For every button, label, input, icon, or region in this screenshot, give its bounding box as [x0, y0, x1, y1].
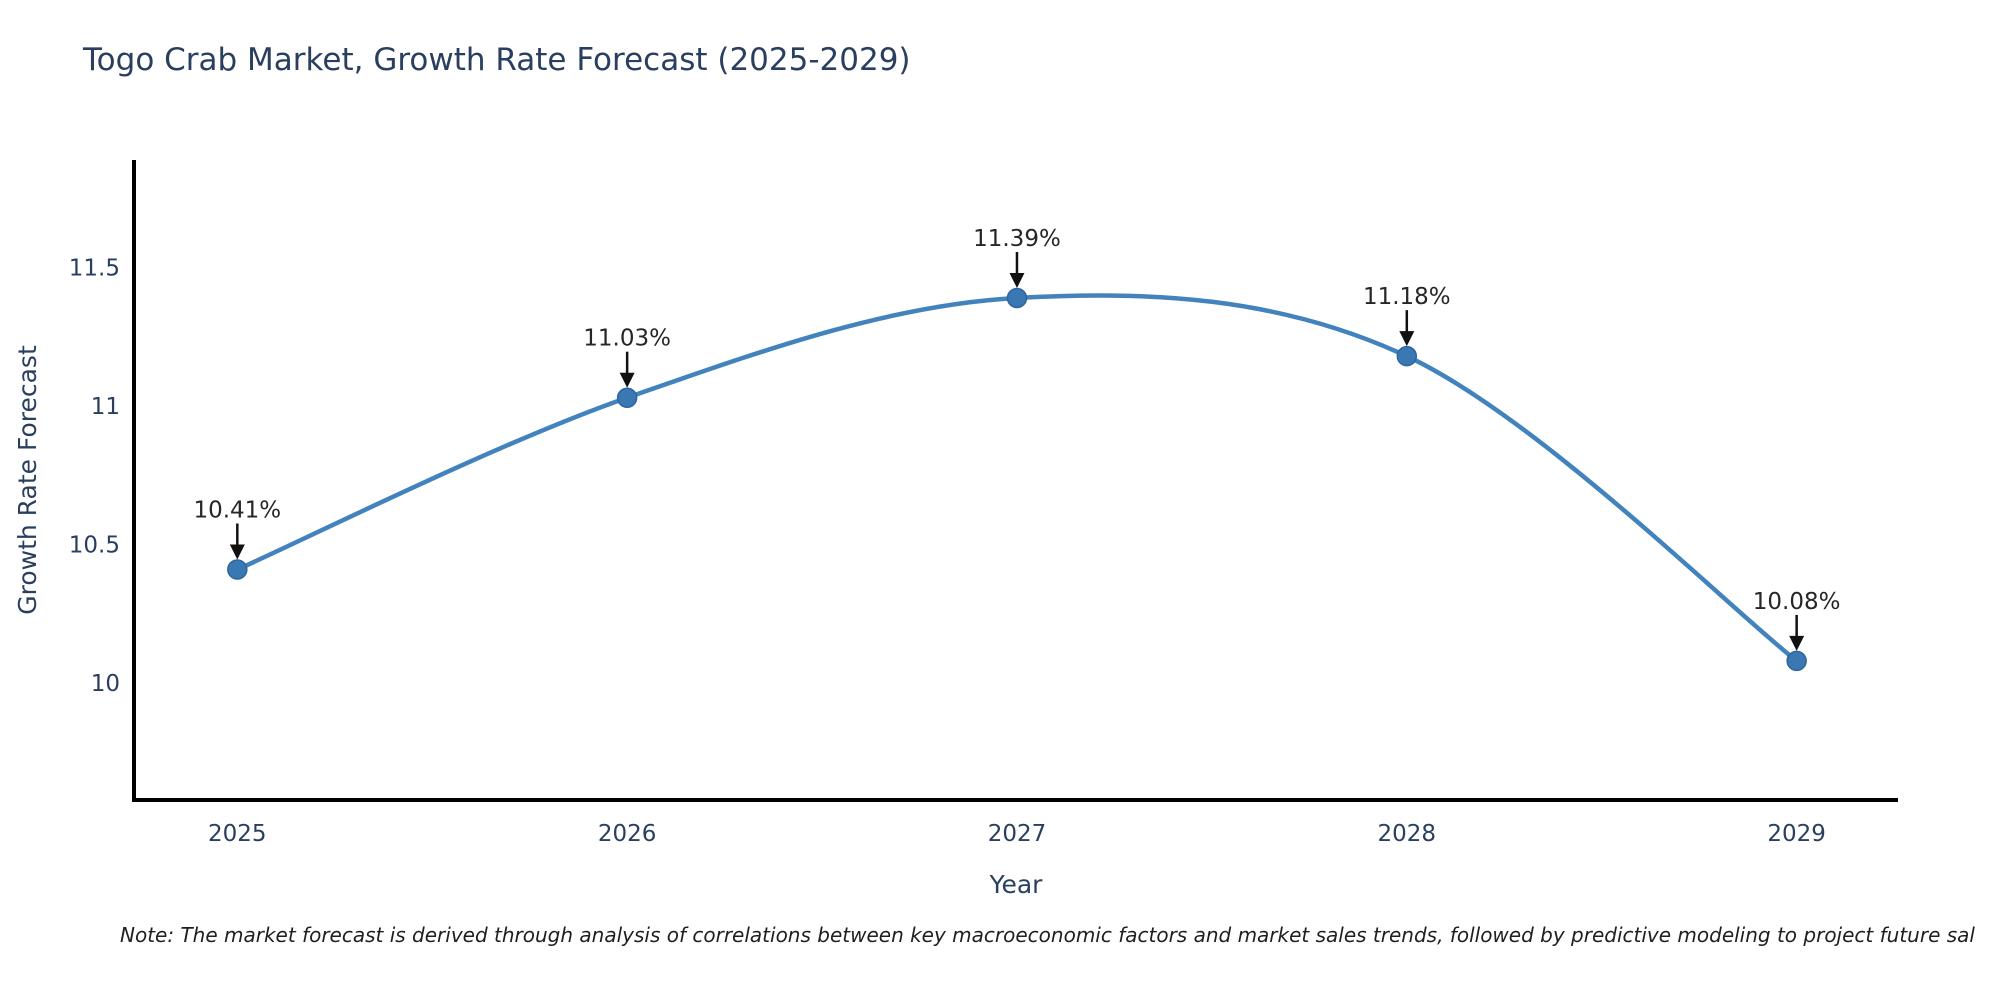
y-tick-label: 10.5	[69, 533, 120, 559]
x-tick-label: 2025	[208, 821, 267, 847]
data-point-marker	[1786, 650, 1807, 672]
x-axis-title: Year	[989, 870, 1044, 899]
data-point-marker	[227, 559, 248, 580]
y-tick-label: 11.5	[69, 255, 120, 281]
annotation-label: 10.08%	[1753, 589, 1841, 615]
annotation-label: 10.41%	[193, 497, 281, 523]
data-point-marker	[616, 387, 638, 408]
axes-spine	[132, 160, 1898, 802]
x-tick-label: 2028	[1378, 821, 1437, 847]
annotation-arrowhead-icon	[1789, 635, 1805, 651]
series-path	[235, 293, 1799, 664]
chart-title: Togo Crab Market, Growth Rate Forecast (…	[82, 42, 911, 78]
y-axis-tick-labels: 10 10.5 11 11.5	[69, 255, 120, 697]
y-tick-label: 10	[91, 671, 120, 697]
x-tick-label: 2027	[988, 821, 1047, 847]
footnote: Note: The market forecast is derived thr…	[120, 923, 1975, 947]
x-tick-label: 2026	[598, 821, 657, 847]
data-point-marker	[1396, 345, 1418, 367]
series-group	[227, 287, 1807, 672]
annotation-label: 11.39%	[973, 226, 1061, 252]
annotation-arrowhead-icon	[229, 544, 245, 560]
data-point-marker	[1006, 287, 1028, 309]
annotations-group: 10.41% 11.03% 11.39% 11.18% 10.08%	[193, 226, 1840, 651]
annotation-arrowhead-icon	[1009, 272, 1025, 288]
y-axis-title: Growth Rate Forecast	[13, 345, 42, 615]
annotation-arrowhead-icon	[619, 372, 635, 388]
annotation-arrowhead-icon	[1399, 331, 1415, 347]
x-tick-label: 2029	[1767, 821, 1826, 847]
y-tick-label: 11	[91, 394, 120, 420]
annotation-label: 11.18%	[1363, 284, 1451, 310]
x-axis-tick-labels: 2025 2026 2027 2028 2029	[208, 821, 1826, 847]
annotation-label: 11.03%	[583, 326, 671, 352]
